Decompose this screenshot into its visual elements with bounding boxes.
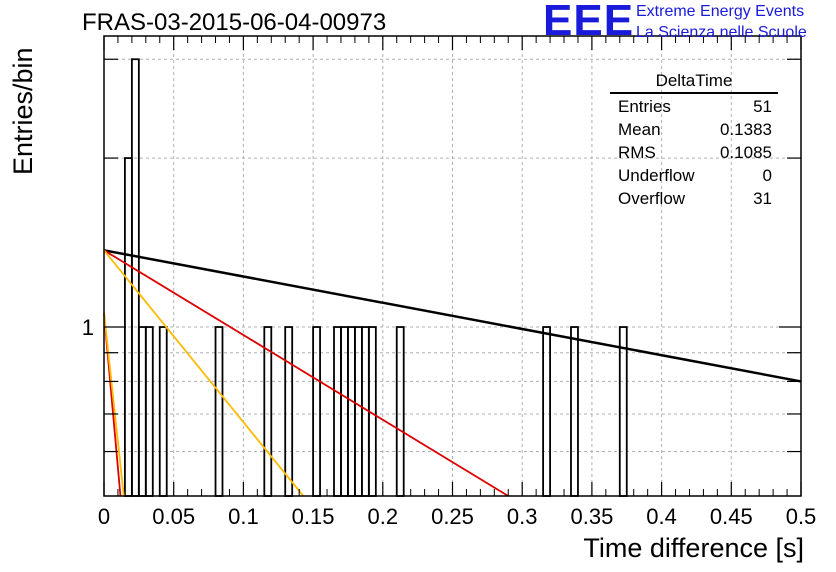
stats-row-rms: RMS 0.1085 — [610, 141, 778, 164]
stats-value: 0 — [762, 166, 772, 185]
x-tick-label: 0.3 — [507, 504, 538, 529]
x-tick-label: 0.05 — [152, 504, 195, 529]
stats-value: 31 — [753, 189, 772, 208]
stats-row-underflow: Underflow 0 — [610, 164, 778, 187]
y-tick-labels: 1 — [82, 315, 94, 340]
y-axis-label: Entries/bin — [8, 47, 38, 175]
x-tick-label: 0.45 — [710, 504, 753, 529]
fit-line — [103, 249, 509, 497]
stats-value: 51 — [753, 97, 772, 116]
stats-label: Overflow — [618, 189, 686, 208]
stats-label: Underflow — [618, 166, 695, 185]
stats-label: RMS — [618, 143, 656, 162]
x-tick-label: 0.15 — [292, 504, 335, 529]
stats-label: Entries — [618, 97, 671, 116]
x-tick-label: 0.25 — [431, 504, 474, 529]
x-tick-label: 0.2 — [368, 504, 399, 529]
x-tick-label: 0.1 — [228, 504, 259, 529]
x-tick-labels: 0 0.05 0.1 0.15 0.2 0.25 0.3 0.35 0.4 0.45 0.5 — [98, 504, 816, 529]
stats-value: 0.1085 — [720, 143, 772, 162]
fit-line — [103, 249, 802, 383]
grid — [104, 36, 801, 496]
stats-row-mean: Mean 0.1383 — [610, 118, 778, 141]
x-tick-label: 0 — [98, 504, 110, 529]
x-tick-label: 0.35 — [570, 504, 613, 529]
fit-lines — [103, 249, 802, 497]
chart-title: FRAS-03-2015-06-04-00973 — [82, 9, 387, 36]
x-tick-label: 0.4 — [646, 504, 677, 529]
stats-row-entries: Entries 51 — [610, 95, 778, 118]
stats-row-overflow: Overflow 31 — [610, 187, 778, 210]
histogram-bar — [130, 58, 140, 497]
x-axis-label: Time difference [s] — [583, 533, 804, 563]
stats-label: Mean — [618, 120, 661, 139]
stats-value: 0.1383 — [720, 120, 772, 139]
fit-line — [103, 312, 125, 497]
stats-box: DeltaTime Entries 51 Mean 0.1383 RMS 0.1085… — [610, 70, 778, 210]
logo-line-2: La Scienza nelle Scuole — [636, 24, 807, 41]
y-tick-label: 1 — [82, 315, 94, 340]
fit-line — [103, 249, 305, 497]
eee-logo: EEE — [543, 0, 635, 45]
x-tick-label: 0.5 — [786, 504, 817, 529]
logo-line-1: Extreme Energy Events — [636, 3, 805, 20]
axis-ticks — [103, 36, 802, 496]
stats-title: DeltaTime — [610, 70, 778, 94]
histogram-bars — [124, 58, 628, 497]
